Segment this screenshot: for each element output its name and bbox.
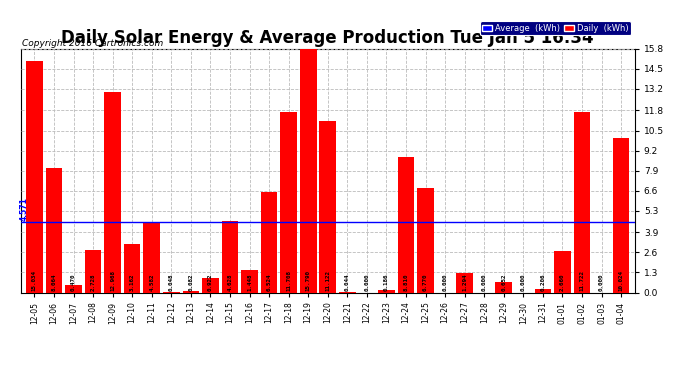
Text: 0.000: 0.000 [442,274,448,291]
Text: 0.000: 0.000 [521,274,526,291]
Bar [417,188,434,292]
Text: 1.294: 1.294 [462,274,467,291]
Bar [261,192,277,292]
Bar [46,168,62,292]
Bar [378,290,395,292]
Bar [241,270,258,292]
Bar [319,121,336,292]
Bar [495,282,512,292]
Text: 0.044: 0.044 [345,274,350,291]
Bar [280,112,297,292]
Text: Copyright 2016 Cartronics.com: Copyright 2016 Cartronics.com [22,39,163,48]
Text: 0.000: 0.000 [599,274,604,291]
Bar [144,222,160,292]
Bar [104,93,121,292]
Text: 8.810: 8.810 [404,274,408,291]
Bar [221,221,238,292]
Bar [85,251,101,292]
Text: 0.048: 0.048 [169,274,174,291]
Text: 0.206: 0.206 [540,274,545,291]
Text: 0.922: 0.922 [208,274,213,291]
Text: 4.582: 4.582 [149,274,155,291]
Text: 6.770: 6.770 [423,274,428,291]
Bar [573,112,591,292]
Bar [26,61,43,292]
Text: 0.000: 0.000 [482,274,486,291]
Bar [183,291,199,292]
Text: 4.571: 4.571 [20,197,29,221]
Bar [202,278,219,292]
Bar [456,273,473,292]
Bar [613,138,629,292]
Text: 4.628: 4.628 [228,274,233,291]
Text: 15.034: 15.034 [32,270,37,291]
Title: Daily Solar Energy & Average Production Tue Jan 5 16:34: Daily Solar Energy & Average Production … [61,29,594,47]
Text: 10.024: 10.024 [619,270,624,291]
Text: 11.708: 11.708 [286,270,291,291]
Text: 0.000: 0.000 [364,274,369,291]
Text: 15.790: 15.790 [306,270,310,291]
Text: 2.728: 2.728 [90,274,95,291]
Bar [397,157,414,292]
Text: 12.968: 12.968 [110,270,115,291]
Bar [65,285,82,292]
Text: 0.186: 0.186 [384,274,389,291]
Text: 8.064: 8.064 [52,274,57,291]
Text: 3.162: 3.162 [130,274,135,291]
Legend: Average  (kWh), Daily  (kWh): Average (kWh), Daily (kWh) [480,21,631,35]
Text: 1.448: 1.448 [247,274,252,291]
Text: 11.722: 11.722 [580,270,584,291]
Text: 11.122: 11.122 [325,270,331,291]
Bar [300,49,317,292]
Text: 2.660: 2.660 [560,274,565,291]
Bar [124,244,141,292]
Text: 0.652: 0.652 [501,274,506,291]
Bar [535,290,551,292]
Text: 6.524: 6.524 [266,274,272,291]
Bar [554,252,571,292]
Text: 0.470: 0.470 [71,274,76,291]
Text: 0.082: 0.082 [188,274,193,291]
